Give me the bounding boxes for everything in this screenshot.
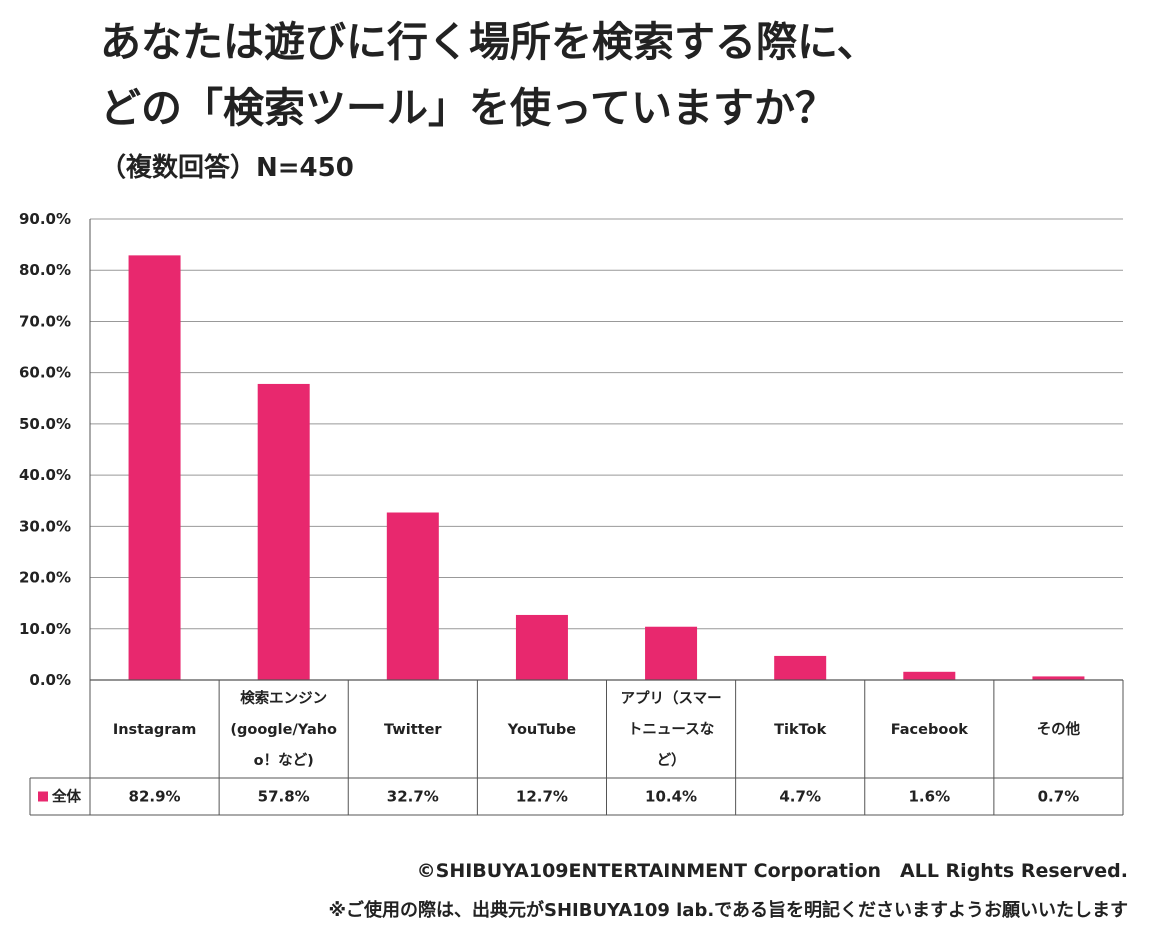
value-label: 82.9% — [129, 788, 181, 806]
value-label: 4.7% — [779, 788, 821, 806]
category-label: Facebook — [891, 722, 969, 738]
bar — [1032, 676, 1085, 680]
bar — [128, 255, 181, 680]
bar — [903, 671, 956, 680]
bar — [515, 614, 568, 680]
chart-title-line2: どの「検索ツール」を使っていますか？ — [100, 84, 836, 132]
y-tick-label: 30.0% — [19, 517, 71, 535]
copyright-notice: ©SHIBUYA109ENTERTAINMENT Corporation ALL… — [416, 860, 1128, 882]
category-label: (google/Yaho — [230, 722, 337, 738]
bar — [386, 512, 439, 680]
y-tick-label: 20.0% — [19, 569, 71, 587]
y-tick-label: 40.0% — [19, 466, 71, 484]
chart-subtitle: （複数回答）N=450 — [100, 153, 354, 183]
usage-note: ※ご使用の際は、出典元がSHIBUYA109 lab.である旨を明記くださいます… — [328, 900, 1129, 921]
category-label: Twitter — [384, 722, 442, 738]
category-label: YouTube — [507, 722, 576, 738]
value-label: 10.4% — [645, 788, 697, 806]
y-tick-label: 80.0% — [19, 261, 71, 279]
y-tick-label: 10.0% — [19, 620, 71, 638]
category-label: Instagram — [113, 722, 197, 738]
category-label: TikTok — [774, 722, 826, 738]
category-label: ど） — [657, 751, 686, 769]
legend-swatch — [38, 791, 48, 802]
legend-label: 全体 — [51, 788, 81, 806]
category-label: 検索エンジン — [240, 689, 327, 707]
y-tick-label: 60.0% — [19, 364, 71, 382]
value-label: 1.6% — [909, 788, 951, 806]
category-label: o！など) — [254, 752, 314, 769]
category-label: アプリ（スマー — [621, 689, 722, 707]
y-tick-label: 0.0% — [29, 671, 71, 689]
bar — [645, 626, 698, 680]
bar — [257, 383, 310, 680]
value-label: 0.7% — [1038, 788, 1080, 806]
value-label: 32.7% — [387, 788, 439, 806]
y-tick-label: 70.0% — [19, 312, 71, 330]
category-label: その他 — [1037, 720, 1081, 738]
y-tick-label: 90.0% — [19, 210, 71, 228]
bar — [774, 655, 827, 680]
value-label: 57.8% — [258, 788, 310, 806]
value-label: 12.7% — [516, 788, 568, 806]
category-label: トニュースな — [628, 721, 714, 738]
y-tick-label: 50.0% — [19, 415, 71, 433]
chart-title-line1: あなたは遊びに行く場所を検索する際に、 — [100, 18, 878, 66]
